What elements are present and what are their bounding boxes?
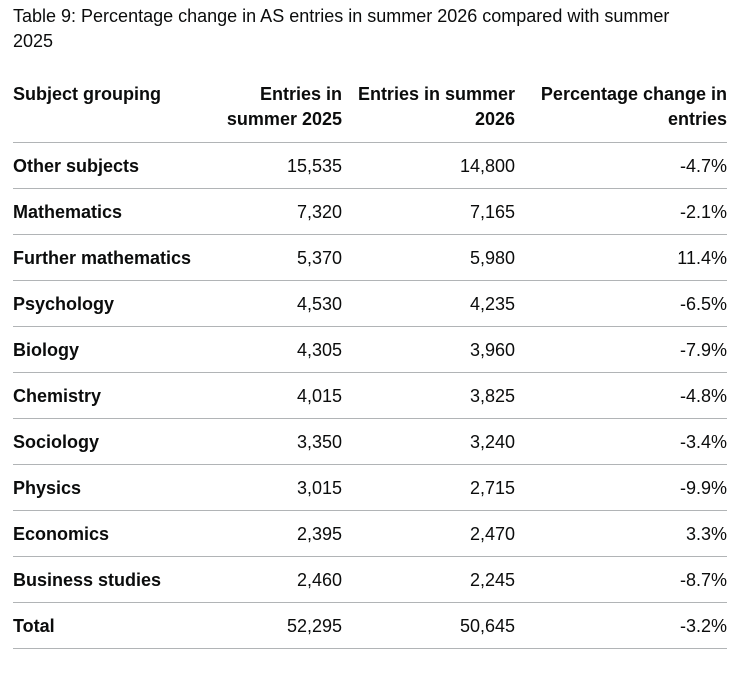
table-header: Subject grouping Entries in summer 2025 … [13, 81, 727, 143]
column-header-percentage-change: Percentage change in entries [515, 81, 727, 143]
entries-2025-cell: 4,305 [195, 326, 342, 373]
table-row: Further mathematics 5,370 5,980 11.4% [13, 234, 727, 281]
entries-2025-cell: 7,320 [195, 188, 342, 235]
table-row: Mathematics 7,320 7,165 -2.1% [13, 188, 727, 235]
percentage-change-cell: -6.5% [515, 280, 727, 327]
subject-cell: Economics [13, 510, 195, 557]
table-row: Business studies 2,460 2,245 -8.7% [13, 556, 727, 603]
subject-cell: Chemistry [13, 372, 195, 419]
column-header-entries-2026: Entries in summer 2026 [342, 81, 515, 143]
entries-2025-cell: 3,015 [195, 464, 342, 511]
percentage-change-cell: -4.8% [515, 372, 727, 419]
entries-2025-cell: 2,395 [195, 510, 342, 557]
column-header-entries-2025: Entries in summer 2025 [195, 81, 342, 143]
subject-cell: Psychology [13, 280, 195, 327]
table-row-total: Total 52,295 50,645 -3.2% [13, 602, 727, 649]
percentage-change-cell: -3.4% [515, 418, 727, 465]
entries-2026-cell: 2,470 [342, 510, 515, 557]
subject-cell: Business studies [13, 556, 195, 603]
table-body: Other subjects 15,535 14,800 -4.7% Mathe… [13, 142, 727, 649]
percentage-change-cell: 3.3% [515, 510, 727, 557]
entries-2026-cell: 3,825 [342, 372, 515, 419]
subject-cell: Mathematics [13, 188, 195, 235]
entries-2026-cell: 4,235 [342, 280, 515, 327]
percentage-change-cell: -3.2% [515, 602, 727, 649]
table-row: Psychology 4,530 4,235 -6.5% [13, 280, 727, 327]
percentage-change-cell: -2.1% [515, 188, 727, 235]
entries-2025-cell: 4,015 [195, 372, 342, 419]
entries-2025-cell: 5,370 [195, 234, 342, 281]
subject-cell: Physics [13, 464, 195, 511]
entries-2026-cell: 3,240 [342, 418, 515, 465]
entries-2026-cell: 5,980 [342, 234, 515, 281]
entries-2025-cell: 3,350 [195, 418, 342, 465]
entries-2026-cell: 14,800 [342, 142, 515, 189]
entries-2026-cell: 2,715 [342, 464, 515, 511]
table-caption: Table 9: Percentage change in AS entries… [13, 6, 670, 51]
header-row: Subject grouping Entries in summer 2025 … [13, 81, 727, 143]
entries-2025-cell: 52,295 [195, 602, 342, 649]
subject-cell: Sociology [13, 418, 195, 465]
entries-2026-cell: 2,245 [342, 556, 515, 603]
entries-2025-cell: 2,460 [195, 556, 342, 603]
entries-2025-cell: 15,535 [195, 142, 342, 189]
table-row: Physics 3,015 2,715 -9.9% [13, 464, 727, 511]
subject-cell: Biology [13, 326, 195, 373]
entries-2026-cell: 50,645 [342, 602, 515, 649]
table-row: Biology 4,305 3,960 -7.9% [13, 326, 727, 373]
subject-cell: Other subjects [13, 142, 195, 189]
table-row: Chemistry 4,015 3,825 -4.8% [13, 372, 727, 419]
table-row: Other subjects 15,535 14,800 -4.7% [13, 142, 727, 189]
percentage-change-cell: -7.9% [515, 326, 727, 373]
percentage-change-cell: -9.9% [515, 464, 727, 511]
subject-cell: Total [13, 602, 195, 649]
percentage-change-cell: -8.7% [515, 556, 727, 603]
table-row: Sociology 3,350 3,240 -3.4% [13, 418, 727, 465]
entries-2025-cell: 4,530 [195, 280, 342, 327]
entries-2026-cell: 7,165 [342, 188, 515, 235]
table-row: Economics 2,395 2,470 3.3% [13, 510, 727, 557]
column-header-subject: Subject grouping [13, 81, 195, 143]
entries-table: Subject grouping Entries in summer 2025 … [13, 81, 727, 649]
percentage-change-cell: -4.7% [515, 142, 727, 189]
subject-cell: Further mathematics [13, 234, 195, 281]
entries-2026-cell: 3,960 [342, 326, 515, 373]
percentage-change-cell: 11.4% [515, 234, 727, 281]
